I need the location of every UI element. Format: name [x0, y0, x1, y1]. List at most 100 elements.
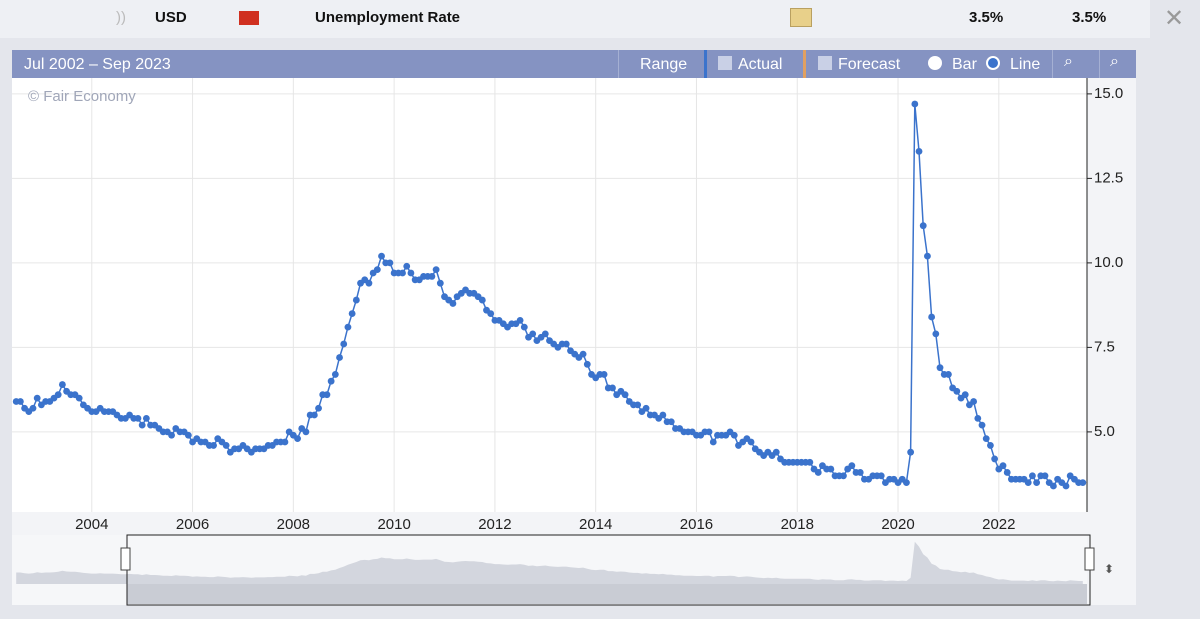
data-point	[478, 296, 486, 304]
data-point	[915, 147, 923, 155]
data-point	[827, 465, 835, 473]
x-tick-label: 2008	[277, 516, 310, 533]
y-tick-label: 7.5	[1094, 338, 1115, 355]
x-tick-label: 2020	[881, 516, 914, 533]
data-point	[378, 252, 385, 260]
data-point	[54, 391, 62, 399]
data-point	[1041, 472, 1049, 480]
data-point	[667, 418, 675, 426]
data-point	[709, 438, 717, 446]
navigator-handle[interactable]	[120, 547, 131, 571]
data-point	[1033, 479, 1041, 486]
data-point	[840, 472, 847, 480]
data-point	[848, 462, 856, 470]
data-point	[210, 442, 217, 449]
bar-option[interactable]: Bar	[952, 56, 977, 73]
checkbox[interactable]	[818, 56, 832, 70]
forecast-toggle[interactable]: Forecast	[838, 56, 901, 73]
y-tick-label: 5.0	[1094, 423, 1115, 440]
actual-toggle[interactable]: Actual	[738, 56, 783, 73]
data-point	[323, 391, 331, 399]
data-point	[634, 401, 642, 409]
impact-icon: ))	[116, 9, 126, 26]
data-point	[449, 300, 457, 307]
data-point	[1062, 482, 1070, 490]
data-point	[142, 414, 150, 422]
data-point	[772, 448, 780, 456]
data-point	[562, 340, 570, 348]
data-point	[184, 431, 192, 439]
data-point	[138, 421, 146, 429]
detail-icon[interactable]	[790, 8, 812, 27]
data-point	[1029, 472, 1036, 480]
data-point	[222, 442, 230, 449]
zoom-out[interactable]: ⌕	[1110, 53, 1119, 70]
data-point	[579, 350, 587, 358]
x-tick-label: 2004	[75, 516, 108, 533]
data-point	[365, 279, 373, 287]
data-point	[903, 479, 910, 486]
range-label: Jul 2002 – Sep 2023	[24, 56, 171, 73]
zoom-in[interactable]: ⌕	[1064, 53, 1073, 70]
data-point	[348, 310, 356, 317]
data-point	[928, 313, 936, 321]
data-point	[352, 296, 360, 304]
data-point	[659, 411, 667, 419]
data-point	[936, 364, 944, 372]
data-point	[961, 391, 969, 399]
data-point	[541, 330, 549, 338]
actual-value: 3.5%	[969, 9, 1004, 26]
range-button[interactable]	[618, 50, 715, 78]
data-point	[33, 394, 41, 402]
data-point	[1079, 479, 1087, 486]
navigator-toggle[interactable]: ⬍	[1104, 562, 1114, 576]
data-point	[327, 377, 335, 385]
data-point	[982, 435, 990, 443]
y-tick-label: 15.0	[1094, 85, 1123, 102]
data-point	[302, 428, 310, 436]
data-point	[705, 428, 713, 436]
data-point	[919, 222, 927, 230]
x-tick-label: 2018	[781, 516, 814, 533]
data-point	[609, 384, 616, 392]
checkbox[interactable]	[718, 56, 732, 70]
navigator-handle[interactable]	[1084, 547, 1095, 571]
data-point	[974, 414, 982, 422]
y-tick-label: 10.0	[1094, 254, 1123, 271]
data-point	[373, 266, 381, 274]
data-point	[407, 269, 415, 277]
data-point	[294, 435, 301, 443]
data-point	[621, 391, 629, 399]
radio[interactable]	[928, 56, 942, 70]
x-tick-label: 2006	[176, 516, 209, 533]
close-button[interactable]: ✕	[1164, 5, 1185, 32]
header: )) USD Unemployment Rate 3.5% 3.5%	[0, 0, 1150, 38]
data-point	[386, 259, 394, 267]
data-point	[945, 371, 952, 378]
data-point	[403, 262, 411, 270]
radio[interactable]	[986, 56, 1000, 70]
data-point	[911, 100, 919, 108]
data-point	[642, 404, 650, 412]
x-tick-label: 2014	[579, 516, 612, 533]
data-point	[999, 462, 1007, 470]
scrollbar[interactable]	[127, 584, 1087, 604]
data-point	[336, 354, 343, 361]
data-point	[516, 316, 524, 324]
divider	[1099, 50, 1100, 78]
range-text[interactable]: Range	[640, 56, 688, 73]
plot-area	[12, 78, 1087, 512]
data-point	[932, 330, 940, 338]
toolbar: Jul 2002 – Sep 2023 Range Actual Forecas…	[12, 50, 1136, 78]
data-point	[877, 472, 885, 480]
data-point	[432, 266, 440, 274]
data-point	[1050, 482, 1057, 490]
line-option[interactable]: Line	[1010, 56, 1041, 73]
x-tick-label: 2010	[377, 516, 410, 533]
data-point	[924, 252, 931, 260]
data-point	[520, 323, 528, 331]
data-point	[58, 381, 66, 388]
data-point	[970, 398, 978, 405]
